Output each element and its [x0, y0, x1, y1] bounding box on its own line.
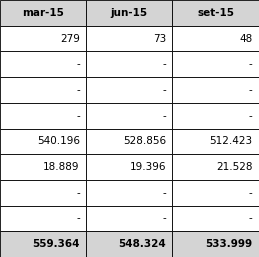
Text: -: - [249, 59, 253, 69]
Bar [86, 154, 172, 180]
Text: -: - [249, 188, 253, 198]
Bar [86, 26, 172, 51]
Bar [86, 51, 172, 77]
Bar [172, 26, 259, 51]
Text: 533.999: 533.999 [205, 239, 253, 249]
Bar [86, 77, 172, 103]
Text: jun-15: jun-15 [111, 8, 148, 18]
Text: -: - [249, 111, 253, 121]
Text: 548.324: 548.324 [118, 239, 166, 249]
Bar [0, 231, 86, 257]
Bar [86, 231, 172, 257]
Text: 19.396: 19.396 [130, 162, 166, 172]
Text: mar-15: mar-15 [22, 8, 64, 18]
Bar [172, 154, 259, 180]
Bar [172, 51, 259, 77]
Text: -: - [162, 85, 166, 95]
Text: 559.364: 559.364 [32, 239, 80, 249]
Bar [86, 180, 172, 206]
Bar [172, 231, 259, 257]
Bar [86, 206, 172, 231]
Bar [172, 0, 259, 26]
Text: -: - [76, 188, 80, 198]
Bar [172, 180, 259, 206]
Text: 73: 73 [153, 34, 166, 43]
Bar [86, 103, 172, 128]
Bar [172, 206, 259, 231]
Bar [0, 0, 86, 26]
Bar [0, 51, 86, 77]
Bar [86, 128, 172, 154]
Text: -: - [76, 214, 80, 223]
Bar [0, 77, 86, 103]
Text: 512.423: 512.423 [209, 136, 253, 146]
Text: -: - [162, 188, 166, 198]
Text: -: - [162, 59, 166, 69]
Text: -: - [76, 59, 80, 69]
Text: -: - [249, 85, 253, 95]
Text: -: - [76, 111, 80, 121]
Bar [0, 154, 86, 180]
Bar [0, 128, 86, 154]
Bar [0, 206, 86, 231]
Bar [0, 103, 86, 128]
Bar [172, 103, 259, 128]
Text: 21.528: 21.528 [216, 162, 253, 172]
Text: -: - [162, 214, 166, 223]
Bar [0, 180, 86, 206]
Text: -: - [162, 111, 166, 121]
Bar [172, 128, 259, 154]
Text: 18.889: 18.889 [43, 162, 80, 172]
Text: 528.856: 528.856 [123, 136, 166, 146]
Bar [172, 77, 259, 103]
Text: 279: 279 [60, 34, 80, 43]
Bar [0, 26, 86, 51]
Bar [86, 0, 172, 26]
Text: -: - [249, 214, 253, 223]
Text: 48: 48 [239, 34, 253, 43]
Text: 540.196: 540.196 [37, 136, 80, 146]
Text: -: - [76, 85, 80, 95]
Text: set-15: set-15 [197, 8, 234, 18]
